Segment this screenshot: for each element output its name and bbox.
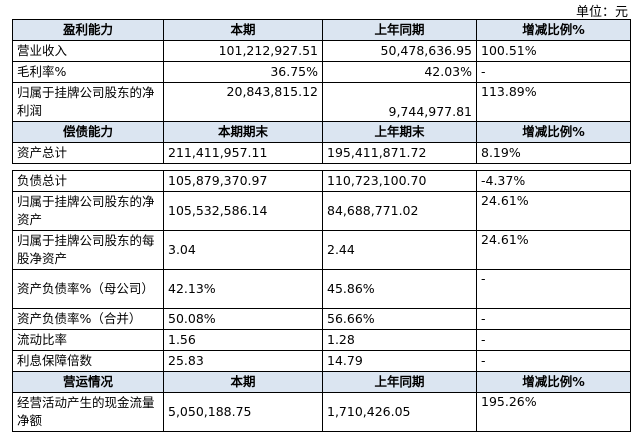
value-cell: 50.08% (163, 308, 323, 330)
data-row: 毛利率% 36.75% 42.03% - (12, 61, 631, 83)
data-row: 归属于挂牌公司股东的每股净资产 3.04 2.44 24.61% (12, 230, 631, 270)
value-cell: 105,532,586.14 (163, 191, 323, 231)
row-label: 负债总计 (12, 170, 164, 192)
financial-table: 盈利能力 本期 上年同期 增减比例% 营业收入 101,212,927.51 50,478,… (12, 19, 631, 432)
value-cell: 1.56 (163, 329, 323, 351)
header-cell: 盈利能力 (12, 19, 164, 41)
row-label: 营业收入 (12, 40, 164, 62)
spacer-cell (322, 163, 477, 171)
value-cell: 5,050,188.75 (163, 392, 323, 432)
row-label: 资产负债率%（母公司） (12, 269, 164, 309)
value-cell: 211,411,957.11 (163, 142, 323, 164)
data-row: 负债总计 105,879,370.97 110,723,100.70 -4.37% (12, 170, 631, 192)
header-cell: 本期 (163, 371, 323, 393)
value-cell: 56.66% (322, 308, 477, 330)
value-cell: 24.61% (476, 230, 631, 270)
value-cell: 110,723,100.70 (322, 170, 477, 192)
header-cell: 本期 (163, 19, 323, 41)
row-label: 毛利率% (12, 61, 164, 83)
row-label: 资产总计 (12, 142, 164, 164)
data-row: 经营活动产生的现金流量净额 5,050,188.75 1,710,426.05 195… (12, 392, 631, 432)
value-cell: 8.19% (476, 142, 631, 164)
value-cell: 9,744,977.81 (322, 82, 477, 122)
row-label: 归属于挂牌公司股东的净利润 (12, 82, 164, 122)
header-cell: 偿债能力 (12, 121, 164, 143)
value-cell: 101,212,927.51 (163, 40, 323, 62)
value-cell: - (476, 308, 631, 330)
value-cell: 2.44 (322, 230, 477, 270)
spacer-cell (163, 163, 323, 171)
data-row: 资产总计 211,411,957.11 195,411,871.72 8.19% (12, 142, 631, 164)
value-cell: 50,478,636.95 (322, 40, 477, 62)
data-row: 流动比率 1.56 1.28- (12, 329, 631, 351)
value-cell: 24.61% (476, 191, 631, 231)
value-cell: - (476, 269, 631, 309)
header-cell: 上年同期 (322, 371, 477, 393)
row-label: 资产负债率%（合并） (12, 308, 164, 330)
value-cell: 3.04 (163, 230, 323, 270)
value-cell: - (476, 350, 631, 372)
header-cell: 增减比例% (476, 121, 631, 143)
value-cell: - (476, 329, 631, 351)
spacer-cell (476, 163, 631, 171)
value-cell: 195,411,871.72 (322, 142, 477, 164)
data-row: 归属于挂牌公司股东的净利润 20,843,815.12 9,744,977.81 11… (12, 82, 631, 122)
header-cell: 增减比例% (476, 19, 631, 41)
value-cell: 113.89% (476, 82, 631, 122)
row-label: 流动比率 (12, 329, 164, 351)
value-cell: 100.51% (476, 40, 631, 62)
header-cell: 上年期末 (322, 121, 477, 143)
value-cell: 25.83 (163, 350, 323, 372)
data-row: 资产负债率%（合并） 50.08% 56.66% - (12, 308, 631, 330)
row-label: 归属于挂牌公司股东的每股净资产 (12, 230, 164, 270)
header-cell: 增减比例% (476, 371, 631, 393)
value-cell: 84,688,771.02 (322, 191, 477, 231)
row-label: 利息保障倍数 (12, 350, 164, 372)
header-cell: 上年同期 (322, 19, 477, 41)
value-cell: 105,879,370.97 (163, 170, 323, 192)
value-cell: 42.13% (163, 269, 323, 309)
value-cell: 1,710,426.05 (322, 392, 477, 432)
value-cell: 42.03% (322, 61, 477, 83)
value-cell: 195.26% (476, 392, 631, 432)
value-cell: - (476, 61, 631, 83)
data-row: 归属于挂牌公司股东的净资产 105,532,586.14 84,688,771.02… (12, 191, 631, 231)
value-cell: 20,843,815.12 (163, 82, 323, 122)
header-row: 盈利能力 本期 上年同期 增减比例% (12, 19, 631, 41)
spacer-cell (12, 163, 164, 171)
data-row: 利息保障倍数 25.83 14.79- (12, 350, 631, 372)
value-cell: 45.86% (322, 269, 477, 309)
row-label: 归属于挂牌公司股东的净资产 (12, 191, 164, 231)
header-cell: 本期期末 (163, 121, 323, 143)
value-cell: 1.28 (322, 329, 477, 351)
header-row: 营运情况 本期 上年同期 增减比例% (12, 371, 631, 393)
data-row: 营业收入 101,212,927.51 50,478,636.95 100.51% (12, 40, 631, 62)
value-cell: 36.75% (163, 61, 323, 83)
unit-label: 单位：元 (575, 5, 628, 20)
value-cell: -4.37% (476, 170, 631, 192)
header-cell: 营运情况 (12, 371, 164, 393)
spacer-row (12, 163, 631, 171)
row-label: 经营活动产生的现金流量净额 (12, 392, 164, 432)
value-cell: 14.79 (322, 350, 477, 372)
data-row: 资产负债率%（母公司） 42.13% 45.86% - (12, 269, 631, 309)
header-row: 偿债能力 本期期末 上年期末 增减比例% (12, 121, 631, 143)
